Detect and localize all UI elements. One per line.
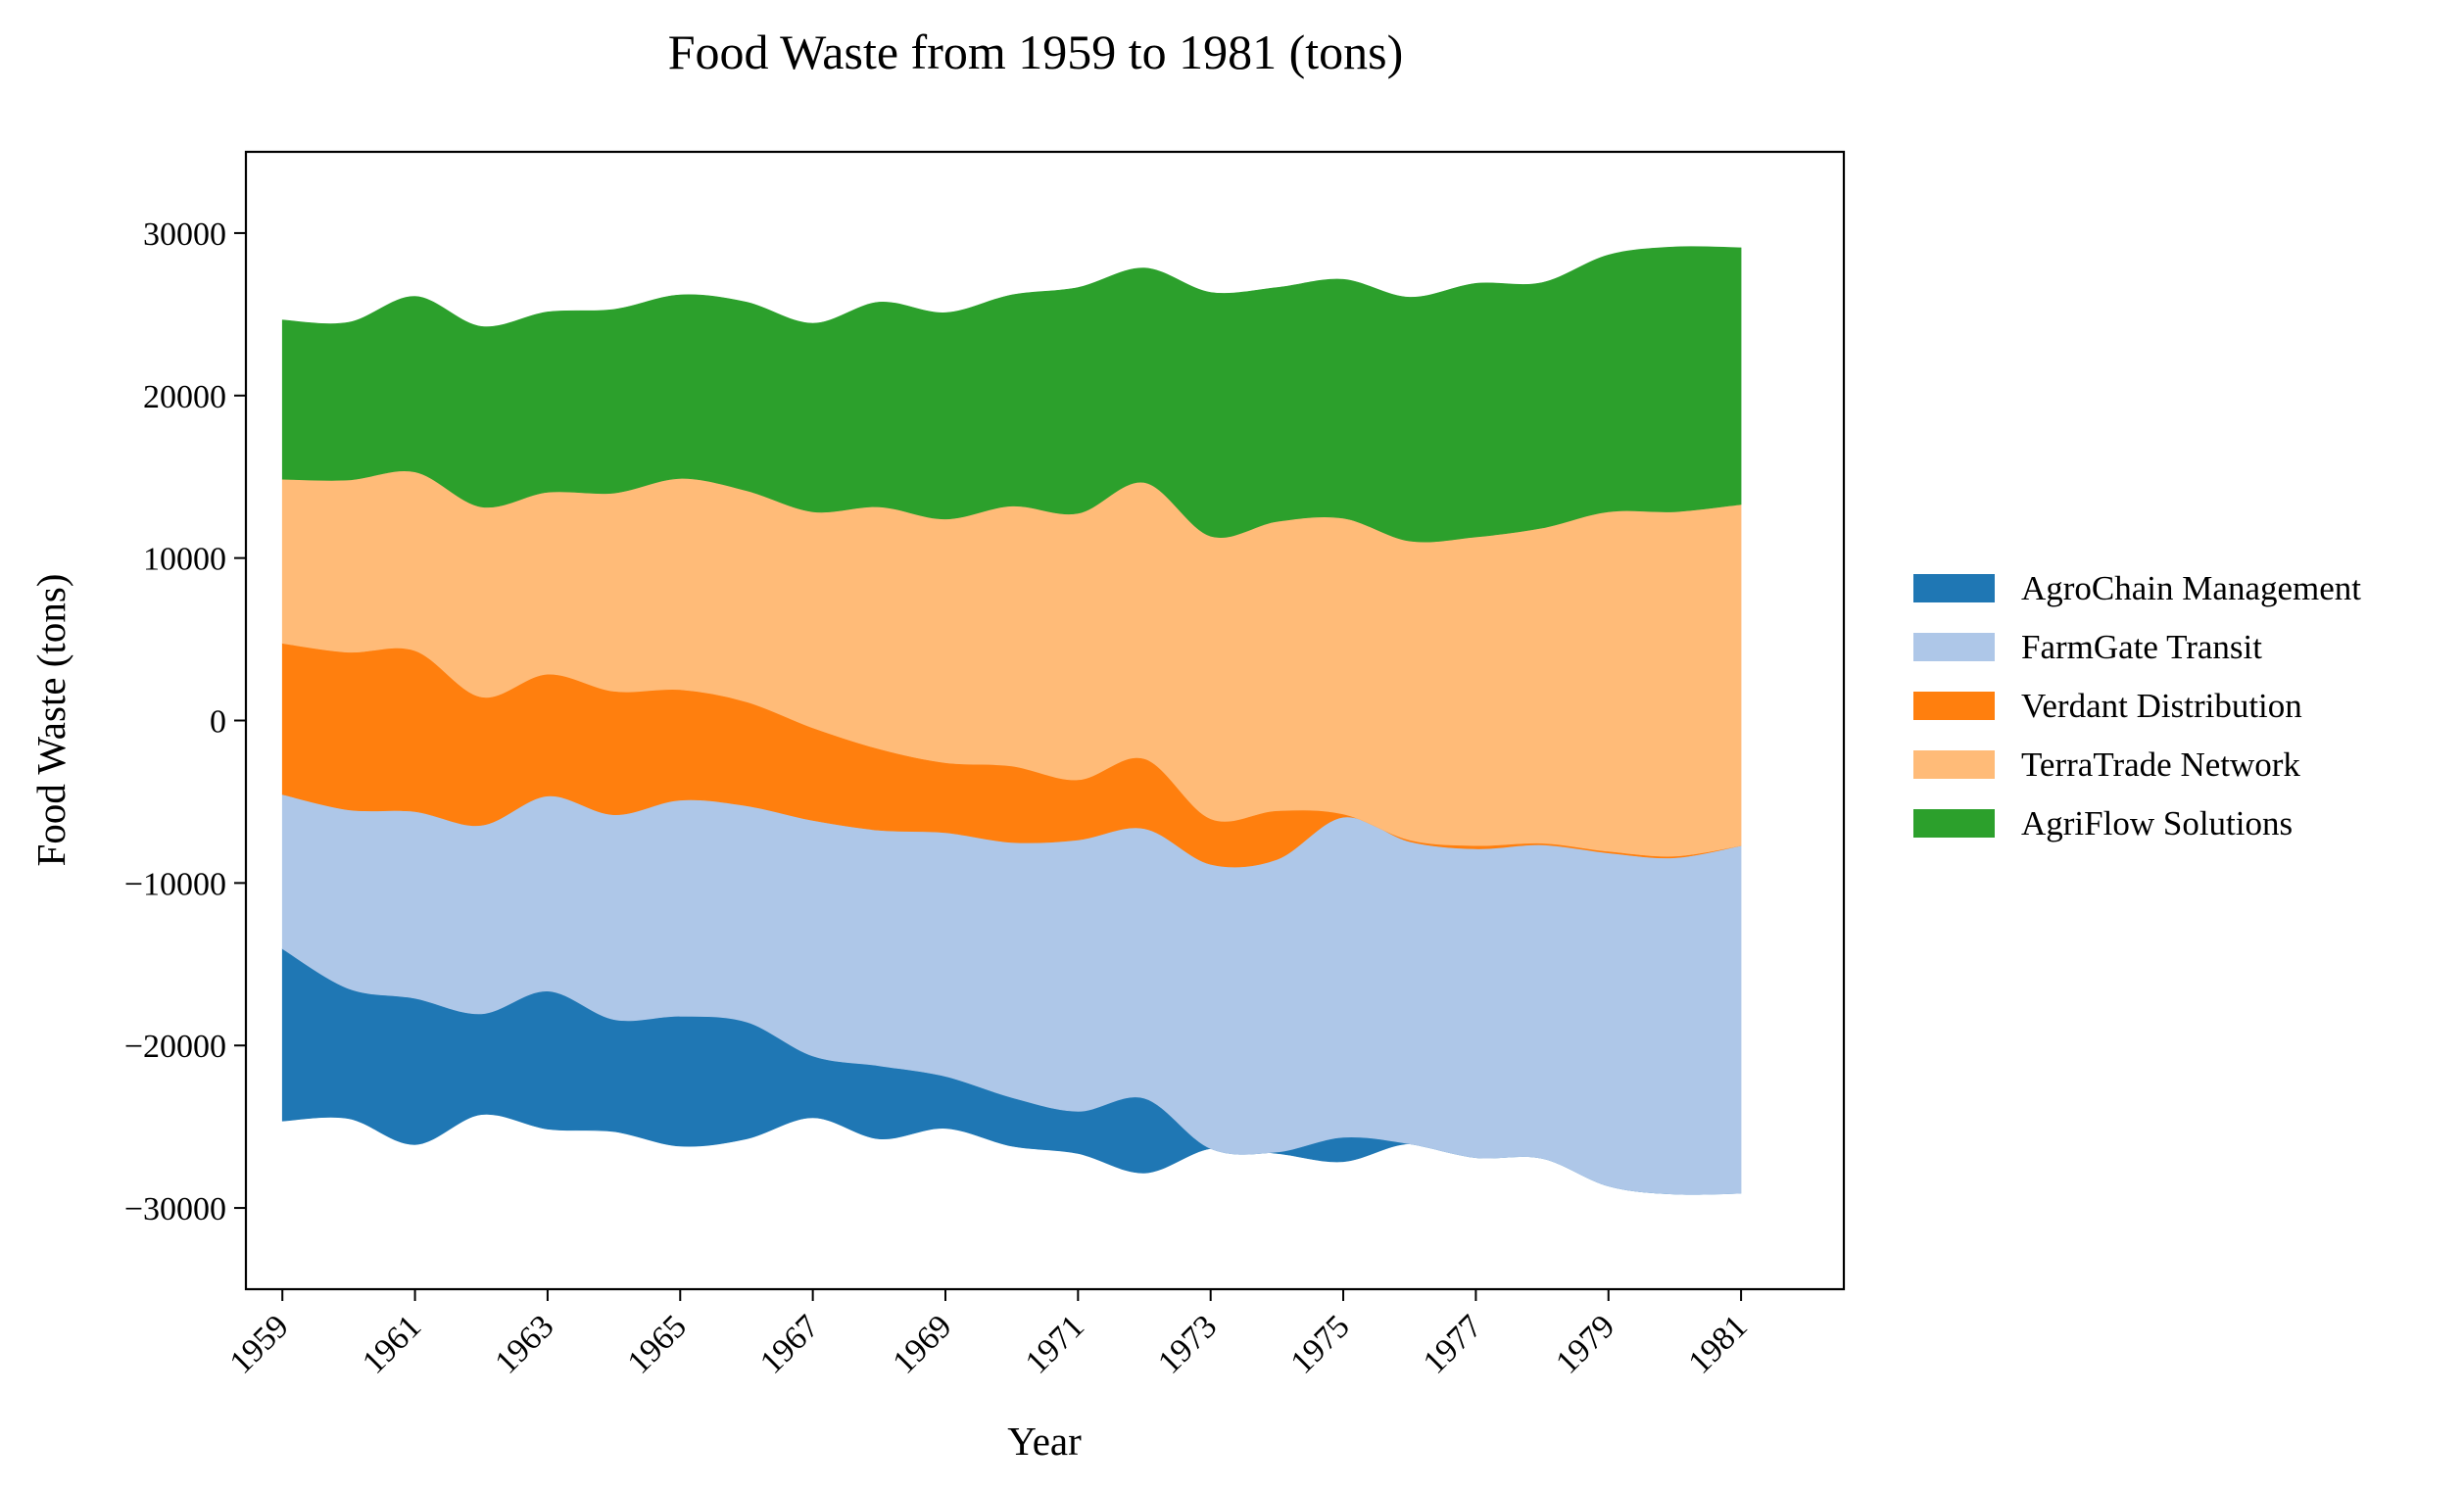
chart-title: Food Waste from 1959 to 1981 (tons) bbox=[668, 24, 1404, 79]
legend-label: AgriFlow Solutions bbox=[2021, 804, 2293, 842]
y-tick-label: −10000 bbox=[124, 866, 226, 902]
x-tick-label: 1979 bbox=[1549, 1308, 1621, 1380]
legend-swatch bbox=[1913, 692, 1995, 720]
legend-label: Verdant Distribution bbox=[2021, 687, 2302, 725]
legend-swatch bbox=[1913, 574, 1995, 602]
legend-swatch bbox=[1913, 809, 1995, 838]
x-tick-label: 1967 bbox=[753, 1308, 826, 1380]
y-tick-label: −20000 bbox=[124, 1029, 226, 1065]
y-tick-label: 30000 bbox=[143, 216, 226, 253]
x-axis: 1959 1961 1963 1965 1967 1969 1971 1973 1975 1977… bbox=[223, 1289, 1755, 1381]
legend-item-verdant-distribution: Verdant Distribution bbox=[1913, 687, 2302, 725]
legend-item-terratrade-network: TerraTrade Network bbox=[1913, 746, 2300, 784]
legend-swatch bbox=[1913, 750, 1995, 779]
legend-label: TerraTrade Network bbox=[2021, 746, 2300, 784]
y-tick-label: 20000 bbox=[143, 379, 226, 415]
y-axis-label: Food Waste (tons) bbox=[28, 574, 73, 867]
x-tick-label: 1971 bbox=[1019, 1308, 1091, 1380]
legend-swatch bbox=[1913, 633, 1995, 661]
x-tick-label: 1977 bbox=[1417, 1308, 1489, 1380]
y-tick-label: 10000 bbox=[143, 542, 226, 578]
area-agriflow-solutions bbox=[281, 246, 1742, 543]
x-tick-label: 1959 bbox=[223, 1308, 296, 1380]
legend-label: FarmGate Transit bbox=[2021, 628, 2262, 666]
legend-item-agrochain-management: AgroChain Management bbox=[1913, 569, 2361, 607]
y-tick-label: −30000 bbox=[124, 1191, 226, 1227]
x-tick-label: 1975 bbox=[1283, 1308, 1356, 1380]
y-axis: 30000 20000 10000 0 −10000 −20000 −30000 bbox=[124, 216, 246, 1227]
legend: AgroChain Management FarmGate Transit Verd… bbox=[1913, 569, 2361, 842]
legend-item-agriflow-solutions: AgriFlow Solutions bbox=[1913, 804, 2293, 842]
x-axis-label: Year bbox=[1007, 1419, 1082, 1464]
x-tick-label: 1961 bbox=[356, 1308, 428, 1380]
legend-item-farmgate-transit: FarmGate Transit bbox=[1913, 628, 2262, 666]
y-tick-label: 0 bbox=[210, 704, 226, 741]
x-tick-label: 1973 bbox=[1151, 1308, 1224, 1380]
x-tick-label: 1969 bbox=[886, 1308, 958, 1380]
stream-areas bbox=[281, 246, 1742, 1195]
legend-label: AgroChain Management bbox=[2021, 569, 2361, 607]
x-tick-label: 1981 bbox=[1682, 1308, 1755, 1380]
x-tick-label: 1963 bbox=[488, 1308, 560, 1380]
x-tick-label: 1965 bbox=[621, 1308, 694, 1380]
